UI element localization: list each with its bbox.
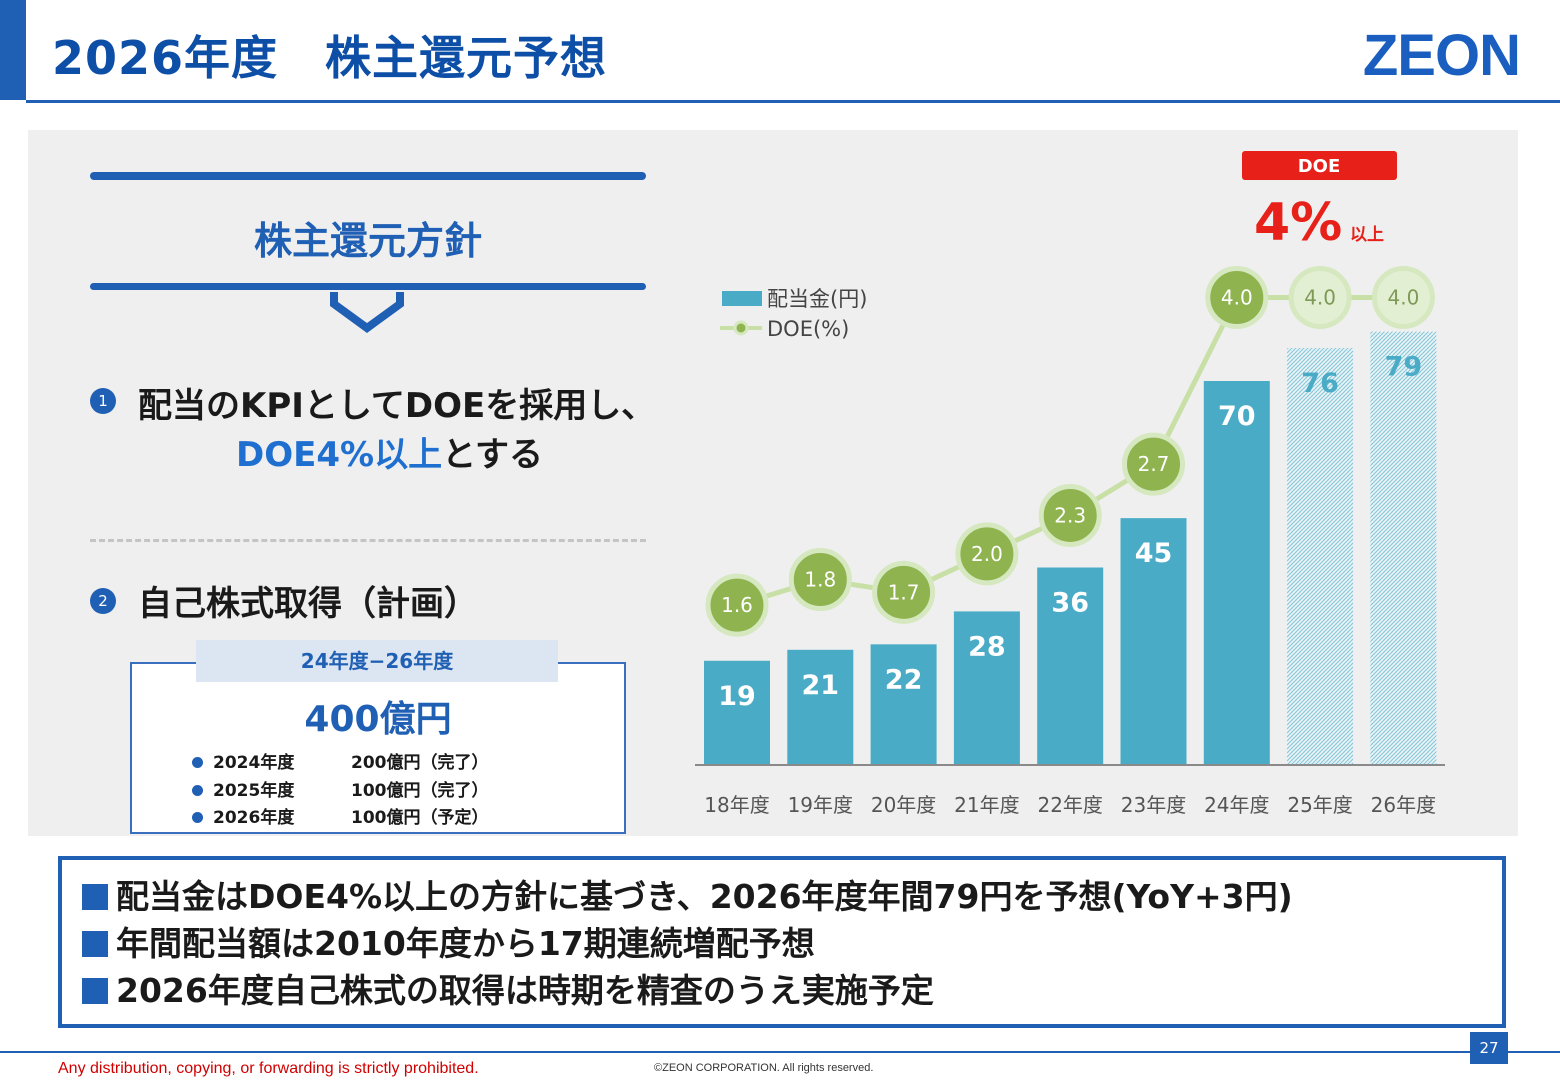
buyback-year: 2024年度 bbox=[213, 753, 295, 773]
title-accent-bar bbox=[0, 0, 26, 100]
dividend-value-label: 19 bbox=[718, 681, 756, 712]
summary-text: 2026年度自己株式の取得は時期を精査のうえ実施予定 bbox=[116, 971, 934, 1010]
doe-marker bbox=[1371, 266, 1435, 329]
doe-value-label: 1.6 bbox=[721, 593, 753, 617]
distribution-notice: Any distribution, copying, or forwarding… bbox=[58, 1060, 479, 1077]
bullet-icon bbox=[192, 785, 203, 796]
doe-marker bbox=[705, 573, 769, 637]
doe-callout-value: 4% bbox=[1254, 193, 1342, 253]
footer-divider bbox=[0, 1051, 1560, 1053]
page-number: 27 bbox=[1470, 1032, 1508, 1064]
summary-box bbox=[58, 856, 1506, 1028]
dividend-bar bbox=[1287, 348, 1354, 765]
zeon-logo: ZEON bbox=[1362, 23, 1521, 88]
doe-value-label: 2.0 bbox=[971, 542, 1003, 566]
buyback-amount: 100億円（予定） bbox=[351, 808, 489, 828]
doe-marker bbox=[1038, 483, 1102, 547]
doe-value-label: 2.7 bbox=[1138, 452, 1170, 476]
point-2-text: 自己株式取得（計画） bbox=[138, 584, 478, 624]
doe-value-label: 1.7 bbox=[888, 580, 920, 604]
x-tick-label: 21年度 bbox=[954, 793, 1019, 817]
buyback-period: 24年度−26年度 bbox=[196, 640, 558, 682]
buyback-row: 2024年度 200億円（完了） bbox=[192, 748, 489, 773]
doe-value-label: 1.8 bbox=[804, 568, 836, 592]
dividend-bar bbox=[704, 660, 770, 765]
x-tick-label: 20年度 bbox=[871, 793, 936, 817]
dividend-bar bbox=[870, 644, 937, 765]
title-divider bbox=[26, 100, 1560, 103]
square-bullet-icon bbox=[82, 884, 108, 910]
dividend-bar bbox=[787, 649, 854, 765]
dividend-value-label: 36 bbox=[1051, 588, 1089, 619]
point-1-line-1: 配当のKPIとしてDOEを採用し、 bbox=[138, 386, 656, 426]
legend-line-label: DOE(%) bbox=[767, 317, 849, 341]
dividend-value-label: 76 bbox=[1301, 368, 1339, 399]
x-tick-label: 26年度 bbox=[1371, 793, 1436, 817]
dividend-bar bbox=[1203, 381, 1270, 765]
point-1-highlight: DOE4%以上 bbox=[236, 435, 443, 475]
doe-marker bbox=[1122, 432, 1185, 496]
summary-line: 配当金はDOE4%以上の方針に基づき、2026年度年間79円を予想(YoY+3円… bbox=[82, 870, 1293, 918]
page-title: 2026年度 株主還元予想 bbox=[52, 31, 608, 85]
buyback-amount: 200億円（完了） bbox=[351, 753, 489, 773]
doe-value-label: 4.0 bbox=[1304, 286, 1336, 310]
dividend-bar bbox=[1120, 518, 1187, 765]
summary-text: 配当金はDOE4%以上の方針に基づき、2026年度年間79円を予想(YoY+3円… bbox=[116, 877, 1293, 916]
dividend-value-label: 45 bbox=[1135, 538, 1173, 569]
doe-callout-tag bbox=[1242, 151, 1397, 180]
bullet-icon bbox=[192, 812, 203, 823]
doe-marker bbox=[1205, 266, 1269, 329]
dividend-value-label: 79 bbox=[1385, 352, 1423, 383]
x-tick-label: 19年度 bbox=[788, 793, 853, 817]
square-bullet-icon bbox=[82, 931, 108, 957]
doe-value-label: 4.0 bbox=[1221, 286, 1253, 310]
doe-marker bbox=[1288, 266, 1352, 329]
x-tick-label: 23年度 bbox=[1121, 793, 1186, 817]
x-tick-label: 22年度 bbox=[1037, 793, 1102, 817]
x-tick-label: 25年度 bbox=[1287, 793, 1352, 817]
buyback-total: 400億円 bbox=[304, 699, 452, 740]
dividend-bar bbox=[1370, 331, 1437, 765]
chevron-down-icon bbox=[330, 292, 404, 333]
buyback-amount: 100億円（完了） bbox=[351, 781, 489, 801]
point-1-rest: とする bbox=[442, 435, 544, 475]
legend-marker-icon bbox=[733, 320, 749, 336]
doe-callout-suffix: 以上 bbox=[1350, 225, 1384, 245]
doe-marker bbox=[872, 560, 936, 624]
legend-bar-swatch bbox=[722, 291, 762, 306]
point-2-badge: 2 bbox=[90, 588, 116, 614]
square-bullet-icon bbox=[82, 978, 108, 1004]
dividend-bar bbox=[953, 611, 1020, 765]
bullet-icon bbox=[192, 757, 203, 768]
dividend-value-label: 21 bbox=[802, 670, 840, 701]
point-1-badge: 1 bbox=[90, 388, 116, 414]
buyback-year: 2025年度 bbox=[213, 781, 295, 801]
policy-bottom-rule bbox=[90, 283, 646, 290]
doe-marker bbox=[788, 548, 852, 612]
section-divider bbox=[90, 539, 646, 542]
doe-value-label: 4.0 bbox=[1387, 286, 1419, 310]
legend-bar-label: 配当金(円) bbox=[767, 287, 867, 311]
policy-title: 株主還元方針 bbox=[253, 219, 482, 263]
doe-callout-tag-text: DOE bbox=[1298, 156, 1341, 177]
buyback-year: 2026年度 bbox=[213, 808, 295, 828]
buyback-box bbox=[130, 662, 626, 834]
summary-line: 2026年度自己株式の取得は時期を精査のうえ実施予定 bbox=[82, 964, 934, 1012]
dividend-value-label: 28 bbox=[968, 631, 1006, 662]
buyback-row: 2026年度 100億円（予定） bbox=[192, 803, 489, 828]
summary-text: 年間配当額は2010年度から17期連続増配予想 bbox=[116, 924, 815, 963]
copyright: ©ZEON CORPORATION. All rights reserved. bbox=[654, 1062, 874, 1074]
doe-marker bbox=[955, 522, 1019, 586]
x-tick-label: 24年度 bbox=[1204, 793, 1269, 817]
dividend-bar bbox=[1037, 567, 1104, 765]
policy-top-rule bbox=[90, 172, 646, 180]
dividend-value-label: 70 bbox=[1218, 401, 1256, 432]
summary-line: 年間配当額は2010年度から17期連続増配予想 bbox=[82, 917, 815, 965]
point-1-line-2: DOE4%以上とする bbox=[236, 427, 543, 476]
dividend-value-label: 22 bbox=[885, 664, 923, 695]
doe-value-label: 2.3 bbox=[1054, 503, 1086, 527]
x-tick-label: 18年度 bbox=[704, 793, 769, 817]
buyback-row: 2025年度 100億円（完了） bbox=[192, 776, 489, 801]
dividend-doe-chart: 19 21 22 28 36 45 70 76 79 18年度 19年度 20年度 21年度 22年度 2… bbox=[695, 151, 1445, 817]
